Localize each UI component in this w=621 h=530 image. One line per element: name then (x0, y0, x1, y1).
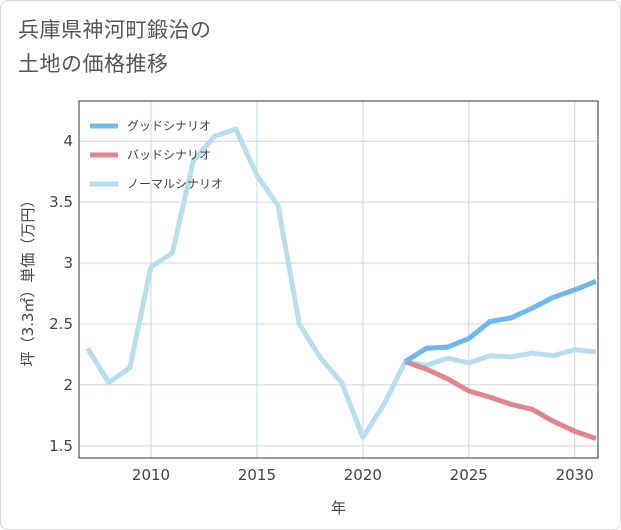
legend-label-1: バッドシナリオ (127, 148, 211, 162)
y-tick-label: 4 (63, 132, 73, 150)
legend-label-0: グッドシナリオ (127, 119, 211, 133)
series-line-1 (404, 359, 597, 441)
series-line-0 (403, 278, 597, 364)
y-tick-label: 1.5 (49, 437, 73, 455)
chart-title: 兵庫県神河町鍛治の 土地の価格推移 (18, 13, 212, 81)
y-tick-label: 2.5 (49, 315, 73, 333)
tick-labels: 2010 2015 2020 2025 2030 1.5 2 2.5 3 3.5 4 (49, 132, 594, 484)
x-tick-label: 2020 (344, 466, 382, 484)
title-line-1: 兵庫県神河町鍛治の (18, 18, 212, 42)
plot-frame (78, 100, 599, 459)
series-line-2 (85, 126, 597, 440)
series-layer (85, 126, 597, 441)
x-tick-label: 2030 (556, 466, 594, 484)
y-tick-label: 3.5 (49, 193, 73, 211)
title-line-2: 土地の価格推移 (18, 52, 169, 76)
legend-label-2: ノーマルシナリオ (127, 177, 223, 191)
x-tick-label: 2025 (450, 466, 488, 484)
x-tick-label: 2015 (238, 466, 276, 484)
x-tick-label: 2010 (132, 466, 170, 484)
x-axis-label: 年 (331, 499, 346, 517)
grid-lines (79, 101, 598, 458)
y-axis-label: 坪（3.3㎡）単価（万円） (19, 193, 37, 367)
y-tick-label: 2 (63, 376, 73, 394)
y-tick-label: 3 (63, 254, 73, 272)
axis-labels: 年 坪（3.3㎡）単価（万円） (19, 193, 346, 517)
